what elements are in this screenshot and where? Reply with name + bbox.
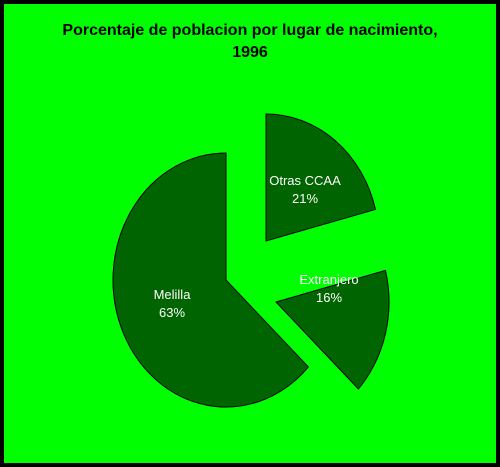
slice-label-name: Otras CCAA [269, 173, 341, 188]
pie-slice-extranjero [275, 269, 390, 390]
slice-label-percent: 21% [292, 191, 318, 206]
pie-slice-melilla [112, 152, 310, 408]
chart-title-line-2: 1996 [232, 44, 268, 61]
slice-label-name: Extranjero [299, 272, 358, 287]
slice-label-name: Melilla [154, 287, 192, 302]
pie-slice-otras-ccaa [265, 113, 377, 242]
slice-label-percent: 16% [316, 290, 342, 305]
chart-title-line-1: Porcentaje de poblacion por lugar de nac… [62, 22, 438, 39]
chart-title: Porcentaje de poblacion por lugar de nac… [0, 20, 500, 64]
slice-label-percent: 63% [159, 305, 185, 320]
